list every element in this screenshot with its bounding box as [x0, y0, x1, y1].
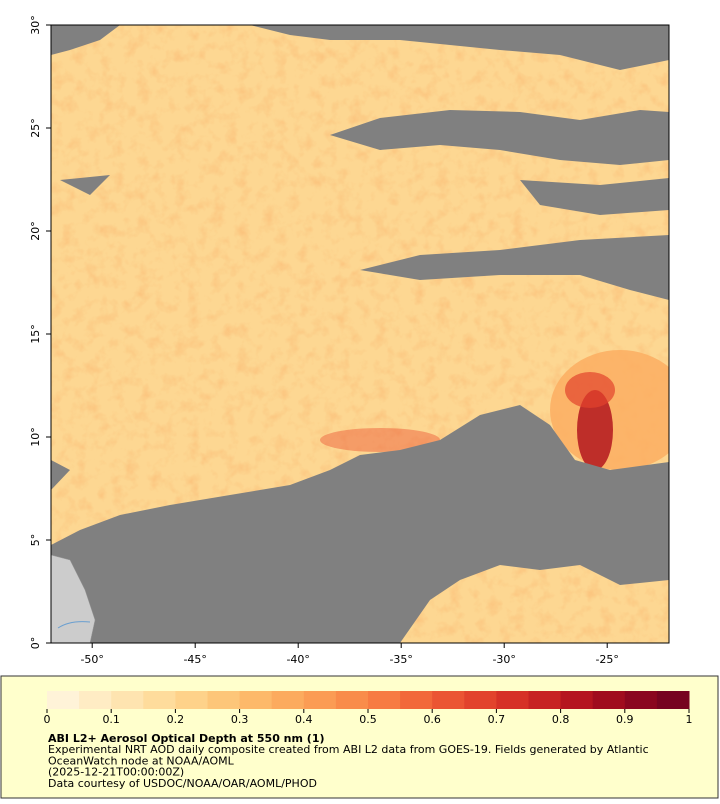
x-tick-label: -40°: [286, 653, 309, 666]
caption-line: Data courtesy of USDOC/NOAA/OAR/AOML/PHO…: [48, 777, 317, 790]
x-tick-label: -25°: [595, 653, 618, 666]
colorbar-swatch: [560, 691, 594, 709]
colorbar-tick-label: 0.2: [167, 713, 185, 726]
colorbar-swatch: [432, 691, 465, 709]
caption-line: (2025-12-21T00:00:00Z): [48, 766, 184, 779]
plume: [320, 428, 440, 452]
colorbar-swatch: [592, 691, 626, 709]
plume-core: [577, 390, 613, 470]
x-tick-label: -50°: [80, 653, 103, 666]
colorbar-swatch: [111, 691, 144, 709]
colorbar-swatch: [207, 691, 241, 709]
no-data: [51, 25, 669, 643]
colorbar-swatch: [400, 691, 433, 709]
map-field: [51, 25, 669, 643]
colorbar-tick-label: 0.3: [231, 713, 249, 726]
colorbar-swatch: [528, 691, 562, 709]
colorbar: 0 0.1 0.2 0.3 0.4 0.5 0.6 0.7 0.8 0.9 1: [44, 691, 693, 726]
caption-title: ABI L2+ Aerosol Optical Depth at 550 nm …: [48, 732, 325, 745]
y-tick-label: 15°: [29, 324, 42, 344]
x-tick-label: -30°: [492, 653, 515, 666]
y-tick-label: 0°: [29, 637, 42, 650]
x-tick-label: -45°: [183, 653, 206, 666]
colorbar-swatch: [79, 691, 112, 709]
colorbar-tick-label: 0.9: [616, 713, 634, 726]
colorbar-swatch: [496, 691, 529, 709]
caption-line: OceanWatch node at NOAA/AOML: [48, 754, 235, 767]
y-tick-label: 30°: [29, 15, 42, 35]
colorbar-swatch: [464, 691, 497, 709]
colorbar-tick-label: 0.4: [295, 713, 313, 726]
colorbar-swatch: [656, 691, 690, 709]
colorbar-swatch: [47, 691, 80, 709]
colorbar-tick-label: 0.6: [423, 713, 441, 726]
colorbar-tick-label: 0.1: [102, 713, 120, 726]
caption-lines: Experimental NRT AOD daily composite cre…: [48, 743, 649, 790]
colorbar-swatch: [624, 691, 658, 709]
colorbar-tick-label: 0.5: [359, 713, 377, 726]
river: [57, 621, 91, 629]
colorbar-swatch: [175, 691, 208, 709]
colorbar-tick-label: 1: [686, 713, 693, 726]
colorbar-swatch: [271, 691, 305, 709]
colorbar-tick-label: 0: [44, 713, 51, 726]
colorbar-tick-label: 0.7: [488, 713, 506, 726]
y-tick-label: 20°: [29, 221, 42, 241]
caption-line: Experimental NRT AOD daily composite cre…: [48, 743, 649, 756]
axes: -50° -45° -40° -35° -30° -25° 0° 5° 10° 15° 20° 25°…: [29, 15, 619, 666]
y-tick-label: 25°: [29, 118, 42, 138]
colorbar-swatch: [303, 691, 337, 709]
colorbar-swatch: [368, 691, 401, 709]
y-tick-label: 10°: [29, 427, 42, 447]
plume: [565, 372, 615, 408]
colorbar-swatch: [143, 691, 176, 709]
y-tick-label: 5°: [29, 534, 42, 547]
colorbar-tick-label: 0.8: [552, 713, 570, 726]
colorbar-swatch: [239, 691, 273, 709]
land: [51, 554, 96, 643]
colorbar-swatch: [335, 691, 369, 709]
x-tick-label: -35°: [389, 653, 412, 666]
